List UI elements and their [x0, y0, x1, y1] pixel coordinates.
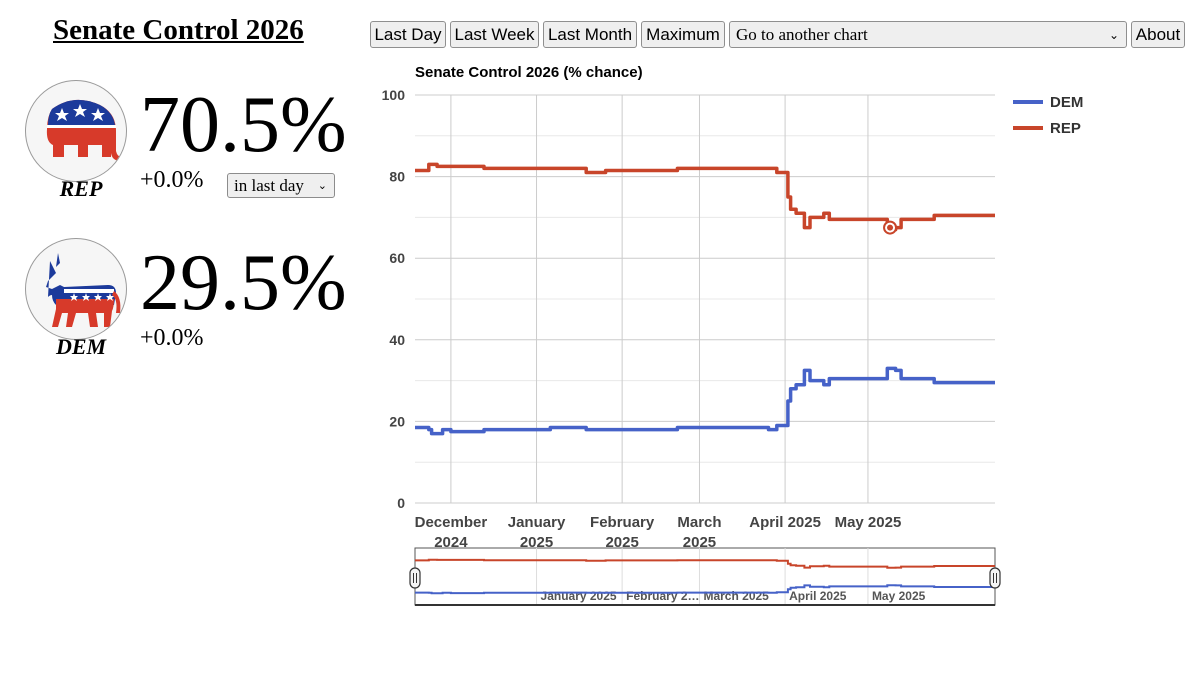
- chart-title: Senate Control 2026 (% chance): [415, 64, 643, 81]
- x-tick-label: December 2024: [415, 514, 488, 551]
- rep-percent: 70.5%: [140, 81, 347, 169]
- handle-grip[interactable]: [989, 567, 1001, 589]
- dem-summary: DEM 29.5% +0.0%: [25, 238, 365, 388]
- chevron-down-icon: ⌄: [1108, 28, 1119, 42]
- change-period-value: in last day: [234, 176, 304, 195]
- x-tick-label-line: 2025: [520, 534, 553, 551]
- navigator-line-rep: [415, 558, 995, 569]
- chart-grid: [415, 94, 995, 504]
- x-tick-label-line: April 2025: [749, 514, 821, 531]
- senate-control-chart: Senate Control 2026 (% chance) 0 20 40 60 80…: [382, 64, 1083, 606]
- y-tick-label: 40: [389, 332, 405, 348]
- y-tick-label: 100: [382, 87, 406, 103]
- series-line-rep: [415, 162, 995, 232]
- navigator-left-handle[interactable]: [409, 567, 421, 589]
- navigator-label: March 2025: [703, 589, 769, 603]
- republican-elephant-icon: [25, 80, 127, 182]
- y-tick-label: 60: [389, 250, 405, 266]
- x-tick-label-line: March: [677, 514, 721, 531]
- last-week-button[interactable]: Last Week: [450, 21, 539, 48]
- navigator-right-handle[interactable]: [989, 567, 1001, 589]
- legend-label-dem: DEM: [1050, 94, 1083, 111]
- x-tick-label-line: May 2025: [835, 514, 902, 531]
- navigator-label: January 2025: [541, 589, 617, 603]
- dem-label: DEM: [55, 334, 107, 359]
- rep-change: +0.0%: [140, 167, 204, 193]
- maximum-button[interactable]: Maximum: [641, 21, 725, 48]
- rep-label: REP: [59, 176, 103, 201]
- chevron-down-icon: ⌄: [317, 179, 327, 192]
- x-tick-label-line: 2025: [683, 534, 716, 551]
- x-tick-label-line: February: [590, 514, 655, 531]
- democratic-donkey-icon: [25, 238, 127, 340]
- x-tick-label-line: 2025: [605, 534, 638, 551]
- chart-legend: DEM REP: [1013, 94, 1083, 137]
- legend-label-rep: REP: [1050, 120, 1081, 137]
- x-tick-label-line: January: [508, 514, 566, 531]
- y-tick-label: 20: [389, 413, 405, 429]
- navigator-label: February 2…: [626, 589, 699, 603]
- navigator-label: April 2025: [789, 589, 847, 603]
- y-tick-label: 80: [389, 169, 405, 185]
- range-navigator[interactable]: January 2025 February 2… March 2025 April 2…: [409, 547, 1001, 606]
- navigator-line-dem: [415, 584, 995, 595]
- navigator-frame[interactable]: [414, 547, 996, 606]
- last-day-button[interactable]: Last Day: [370, 21, 446, 48]
- navigator-label: May 2025: [872, 589, 926, 603]
- x-tick-label: April 2025: [749, 514, 821, 531]
- x-tick-label: February 2025: [590, 514, 655, 551]
- x-tick-label: March 2025: [677, 514, 721, 551]
- handle-grip[interactable]: [409, 567, 421, 589]
- chart-select-value: Go to another chart: [736, 25, 868, 44]
- x-tick-label-line: 2024: [434, 534, 468, 551]
- last-month-button[interactable]: Last Month: [543, 21, 637, 48]
- y-tick-label: 0: [397, 495, 405, 511]
- series-line-dem: [415, 366, 995, 436]
- about-button[interactable]: About: [1131, 21, 1185, 48]
- page-title: Senate Control 2026: [53, 14, 304, 46]
- highlight-point-inner: [887, 224, 894, 231]
- rep-summary: REP 70.5% +0.0% in last day ⌄: [25, 80, 365, 230]
- x-tick-label-line: December: [415, 514, 488, 531]
- chart-select[interactable]: Go to another chart ⌄: [729, 21, 1127, 48]
- change-period-select[interactable]: in last day ⌄: [227, 173, 335, 198]
- x-tick-label: May 2025: [835, 514, 902, 531]
- chart-series: [415, 162, 995, 436]
- dem-percent: 29.5%: [140, 239, 347, 327]
- x-tick-label: January 2025: [508, 514, 566, 551]
- dem-change: +0.0%: [140, 325, 204, 351]
